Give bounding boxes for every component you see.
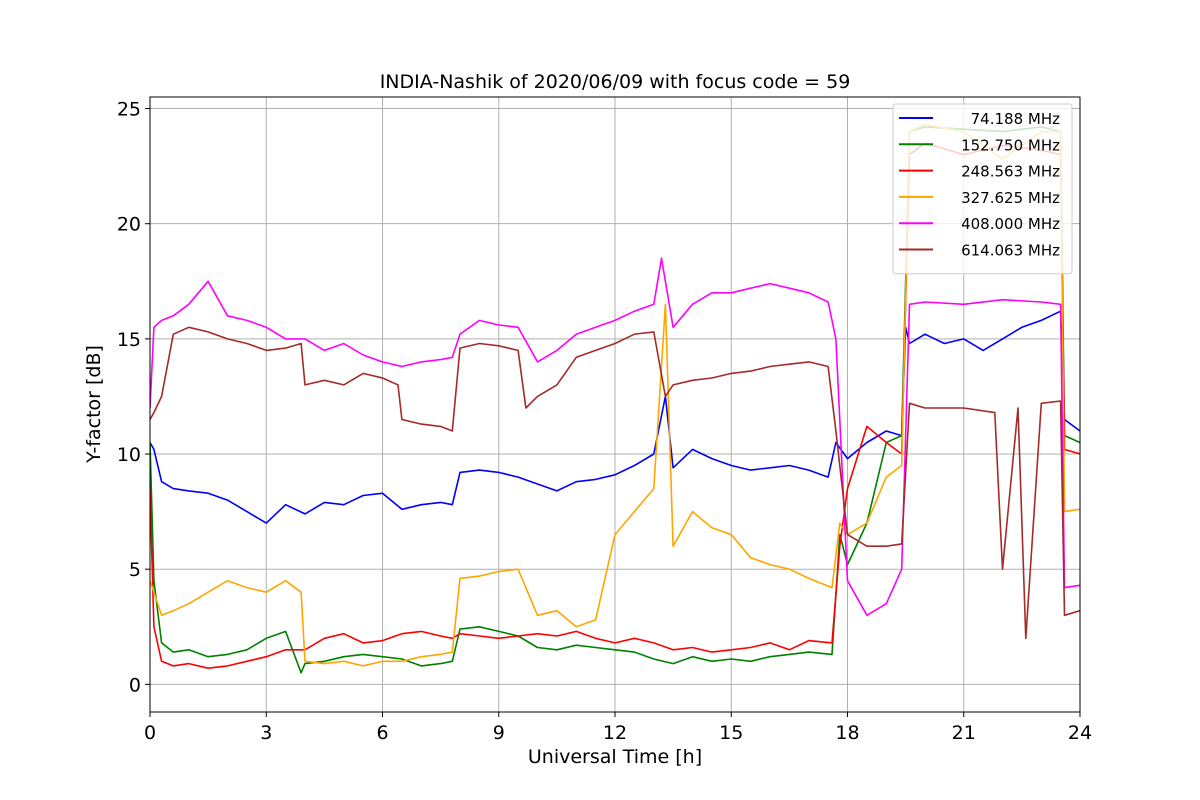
y-axis: 0 5 10 15 20 25 xyxy=(117,99,150,696)
y-axis-label: Y-factor [dB] xyxy=(83,345,105,464)
x-tick-label: 15 xyxy=(719,722,743,744)
series-line-5 xyxy=(150,326,1080,640)
series-line-3 xyxy=(150,123,1080,667)
series-layer xyxy=(150,123,1080,674)
y-tick-label: 10 xyxy=(117,444,141,466)
x-tick-label: 24 xyxy=(1068,722,1092,744)
x-tick-label: 3 xyxy=(260,722,272,744)
x-tick-label: 21 xyxy=(952,722,976,744)
y-tick-label: 20 xyxy=(117,214,141,236)
y-tick-label: 15 xyxy=(117,329,141,351)
y-tick-label: 0 xyxy=(129,674,141,696)
legend-entry: 614.063 MHz xyxy=(961,242,1060,260)
x-tick-label: 9 xyxy=(493,722,505,744)
x-tick-label: 0 xyxy=(144,722,156,744)
x-tick-label: 6 xyxy=(376,722,388,744)
legend-entry: 152.750 MHz xyxy=(961,136,1060,154)
legend-entry: 248.563 MHz xyxy=(961,163,1060,181)
series-line-1 xyxy=(150,126,1080,674)
legend-box xyxy=(892,103,1073,275)
chart-title: INDIA-Nashik of 2020/06/09 with focus co… xyxy=(380,71,851,93)
x-tick-label: 12 xyxy=(603,722,627,744)
x-axis: 0 3 6 9 12 15 18 21 24 xyxy=(144,712,1092,744)
series-line-0 xyxy=(150,310,1080,524)
x-axis-label: Universal Time [h] xyxy=(528,746,702,768)
x-tick-label: 18 xyxy=(835,722,859,744)
series-line-2 xyxy=(150,142,1080,670)
legend: 74.188 MHz 152.750 MHz 248.563 MHz 327.625 … xyxy=(892,103,1073,275)
legend-entry: 74.188 MHz xyxy=(971,110,1060,128)
y-tick-label: 25 xyxy=(117,99,141,121)
y-tick-label: 5 xyxy=(129,559,141,581)
legend-entry: 408.000 MHz xyxy=(961,215,1060,233)
legend-entry: 327.625 MHz xyxy=(961,189,1060,207)
series-line-4 xyxy=(150,257,1080,617)
